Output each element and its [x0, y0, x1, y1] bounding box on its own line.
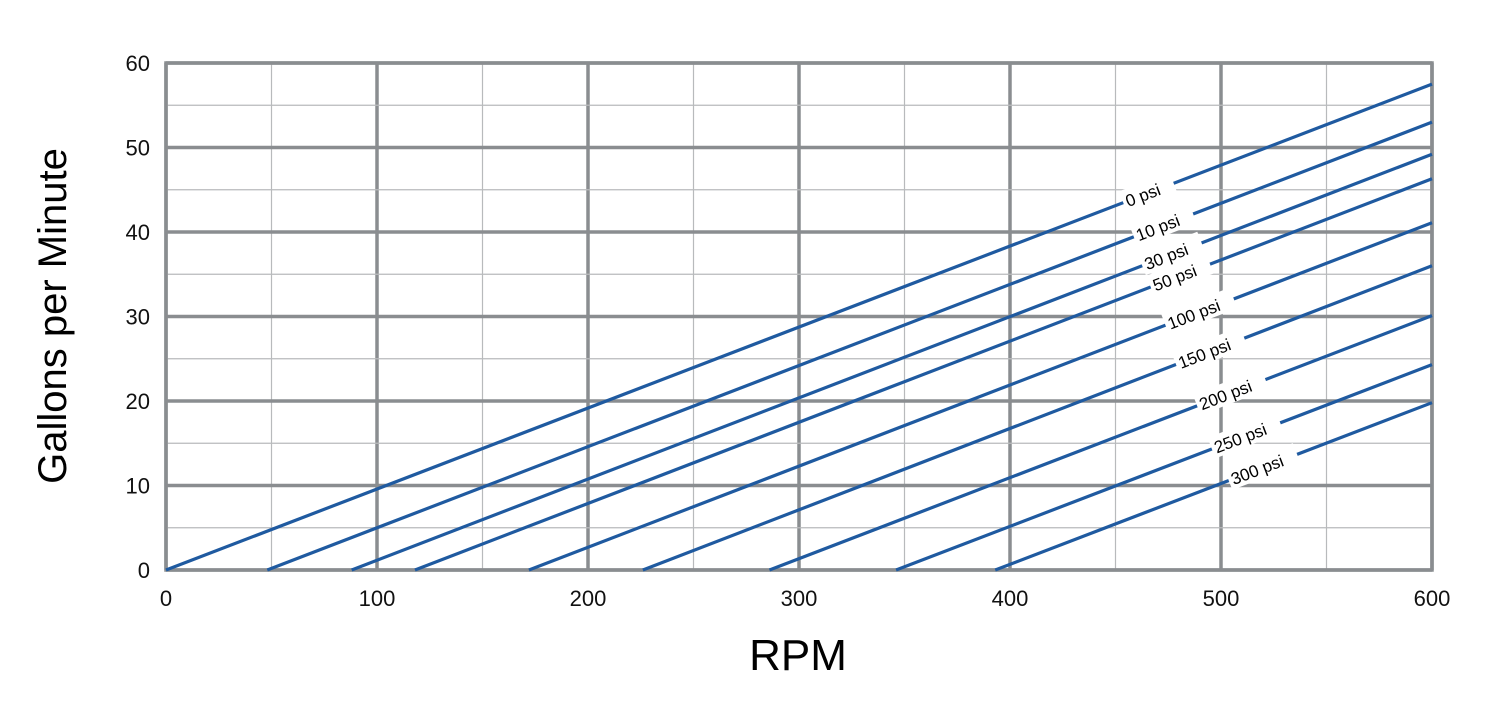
y-tick-labels: 0 10 20 30 40 50 60 — [126, 51, 150, 583]
x-tick-label: 0 — [160, 586, 172, 611]
psi-lines — [165, 82, 1433, 572]
line-200-psi — [768, 314, 1433, 572]
line-label-200-psi: 200 psi — [1192, 368, 1270, 416]
y-tick-label: 0 — [138, 558, 150, 583]
line-label-background — [1192, 368, 1270, 416]
line-label-100-psi: 100 psi — [1161, 287, 1238, 335]
line-label-150-psi: 150 psi — [1171, 326, 1248, 374]
y-axis-title: Gallons per Minute — [31, 148, 75, 484]
x-tick-labels: 0 100 200 300 400 500 600 — [160, 586, 1450, 611]
line-label-text: 0 psi — [1123, 180, 1163, 211]
y-tick-label: 20 — [126, 389, 150, 414]
line-label-background — [1207, 411, 1284, 459]
grid — [164, 61, 1434, 572]
y-tick-label: 40 — [126, 220, 150, 245]
line-label-background — [1224, 443, 1301, 490]
line-label-background — [1118, 172, 1178, 212]
line-30-psi — [351, 152, 1433, 572]
line-10-psi — [266, 120, 1433, 572]
line-300-psi — [994, 401, 1433, 572]
line-0-psi — [165, 82, 1433, 572]
y-tick-label: 50 — [126, 136, 150, 161]
line-label-background — [1129, 202, 1197, 247]
line-150-psi — [642, 264, 1433, 572]
x-tick-label: 600 — [1414, 586, 1451, 611]
line-100-psi — [528, 221, 1433, 572]
line-label-background — [1146, 252, 1214, 297]
x-tick-label: 500 — [1203, 586, 1240, 611]
line-50-psi — [414, 177, 1433, 572]
line-label-background — [1171, 326, 1248, 374]
x-tick-label: 100 — [359, 586, 396, 611]
x-tick-label: 200 — [570, 586, 607, 611]
y-tick-label: 10 — [126, 474, 150, 499]
y-tick-label: 60 — [126, 51, 150, 76]
y-tick-label: 30 — [126, 305, 150, 330]
x-axis-title: RPM — [749, 631, 847, 680]
line-250-psi — [895, 363, 1433, 572]
x-tick-label: 300 — [781, 586, 818, 611]
line-label-0-psi: 0 psi — [1118, 172, 1178, 212]
line-label-background — [1137, 231, 1206, 276]
x-tick-label: 400 — [992, 586, 1029, 611]
line-label-background — [1161, 287, 1238, 335]
